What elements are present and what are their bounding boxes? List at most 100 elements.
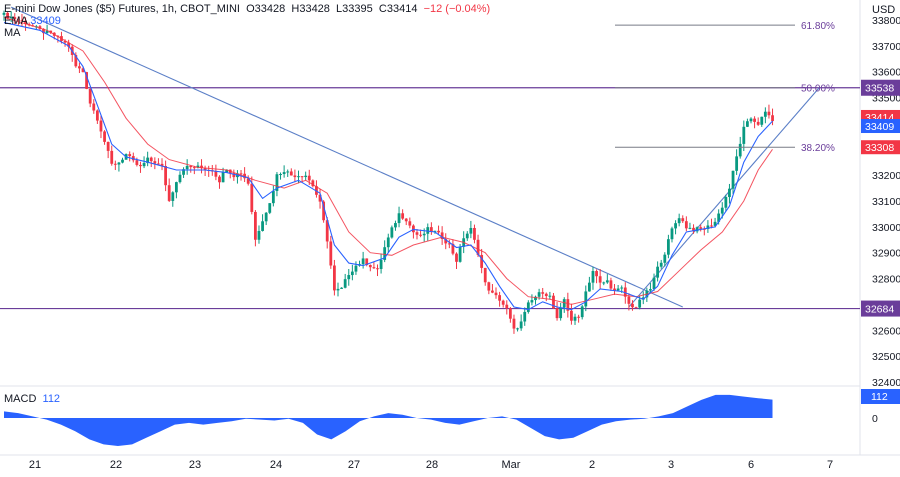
candle-body [106, 141, 110, 151]
x-tick-label: 27 [348, 459, 360, 471]
candle-body [552, 295, 555, 309]
candle-body [289, 171, 293, 176]
candle-body [519, 321, 523, 329]
macd-value-tag [861, 389, 900, 404]
candle-body [620, 287, 624, 289]
candle-body [437, 230, 440, 233]
candle-body [641, 297, 645, 300]
candle-body [200, 165, 203, 169]
candle-body [663, 254, 667, 263]
macd-legend[interactable]: MACD 112 [4, 393, 60, 405]
y-tick-label: 33800 [872, 15, 900, 27]
ema-line[interactable] [3, 22, 773, 311]
candle-body [702, 228, 706, 230]
candle-body [221, 172, 225, 183]
candle-body [429, 227, 433, 232]
candle-body [512, 318, 516, 329]
price-axis-tag [861, 119, 900, 134]
candle-body [738, 143, 742, 157]
ma-line[interactable]: MA [4, 27, 490, 39]
candle-body [706, 225, 710, 230]
candle-body [99, 120, 103, 132]
trend-line[interactable] [10, 6, 683, 308]
candle-body [670, 228, 674, 240]
candle-body [185, 165, 189, 170]
candle-body [88, 88, 92, 104]
x-tick-label: 7 [827, 459, 833, 471]
candle-body [451, 243, 455, 254]
candle-body [225, 169, 229, 173]
high-label: H [291, 3, 300, 15]
ema-value: 33409 [30, 15, 61, 27]
candle-body [293, 175, 297, 178]
candle-body [49, 30, 53, 33]
candle-body [139, 164, 142, 167]
candle-body [473, 227, 476, 240]
candle-body [731, 170, 735, 189]
candle-body [279, 174, 282, 176]
candle-body [710, 225, 713, 227]
candle-body [142, 163, 146, 167]
candle-body [469, 227, 473, 234]
candle-body [85, 72, 88, 89]
candle-body [573, 316, 577, 321]
candle-body [494, 292, 498, 296]
candle-body [659, 262, 663, 267]
candle-body [677, 218, 681, 224]
candle-body [311, 180, 315, 187]
candle-body [257, 230, 261, 240]
candle-body [45, 30, 49, 34]
ema-line[interactable]: EMA 33409 [4, 15, 490, 27]
candle-body [20, 20, 24, 22]
candle-body [541, 292, 545, 294]
candle-body [178, 174, 182, 183]
candle-body [282, 172, 286, 175]
candle-body [325, 220, 329, 242]
low-value: 33395 [342, 3, 373, 15]
change-value: −12 (−0.04%) [423, 3, 491, 15]
candle-body [534, 296, 537, 301]
candle-body [383, 247, 387, 260]
candle-body [261, 221, 264, 231]
candle-body [681, 218, 685, 222]
candle-body [652, 277, 656, 290]
fib-level-label: 38.20% [801, 143, 835, 154]
price-axis-tag-label: 33308 [865, 142, 894, 154]
candle-body [78, 66, 81, 69]
x-tick-label: 23 [189, 459, 201, 471]
fib-level-label: 61.80% [801, 21, 835, 32]
ma-line[interactable] [3, 16, 773, 305]
candle-body [6, 12, 9, 19]
candle-body [746, 121, 749, 127]
candle-body [674, 223, 677, 229]
candle-body [318, 194, 322, 202]
candle-body [526, 302, 530, 312]
candle-body [713, 221, 717, 226]
y-tick-label: 32900 [872, 248, 900, 260]
candle-body [616, 288, 620, 291]
y-tick-label: 32400 [872, 377, 900, 389]
candle-body [501, 300, 505, 305]
x-tick-label: 24 [270, 459, 282, 471]
candle-body [447, 243, 451, 245]
candle-body [516, 328, 519, 330]
candle-body [239, 173, 243, 175]
candle-body [591, 271, 595, 283]
chart-legend: E-mini Dow Jones ($5) Futures, 1h, CBOT_… [4, 3, 490, 39]
candle-body [250, 183, 254, 212]
candle-body [42, 28, 45, 34]
candle-body [763, 111, 767, 117]
candle-body [523, 311, 527, 322]
level-price-label: 32684 [865, 304, 894, 316]
trend-line[interactable] [628, 87, 820, 308]
candle-body [74, 54, 78, 67]
candle-body [376, 268, 379, 270]
x-tick-label: Mar [502, 459, 521, 471]
candle-body [476, 239, 480, 255]
candle-body [631, 303, 634, 308]
candle-body [253, 211, 257, 240]
macd-area[interactable] [4, 394, 773, 446]
candle-body [361, 258, 365, 265]
